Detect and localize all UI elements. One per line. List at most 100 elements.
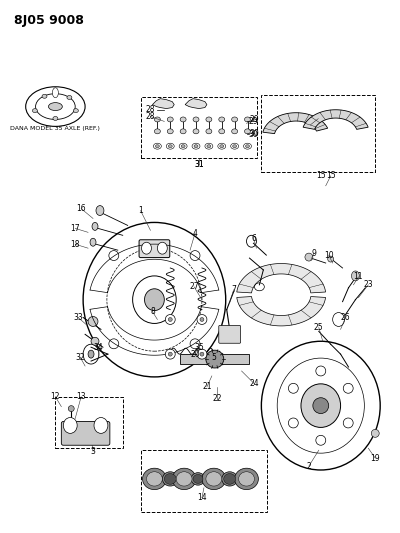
Ellipse shape [165,314,175,325]
Text: 12: 12 [51,392,60,401]
Ellipse shape [343,418,353,428]
Text: 32: 32 [75,353,85,361]
Ellipse shape [200,318,204,321]
Ellipse shape [191,473,205,485]
Bar [140,450,267,512]
Text: 15: 15 [316,172,326,180]
Ellipse shape [238,472,254,486]
Text: 10: 10 [324,251,334,260]
Ellipse shape [220,144,224,148]
Text: 25: 25 [314,323,324,332]
Text: 8J05 9008: 8J05 9008 [14,14,84,27]
Text: 15: 15 [326,172,336,180]
Ellipse shape [52,88,58,98]
Ellipse shape [176,472,192,486]
Ellipse shape [32,109,37,112]
Ellipse shape [154,129,160,134]
Ellipse shape [193,117,199,122]
Ellipse shape [88,350,94,358]
Text: 29: 29 [250,115,259,124]
Ellipse shape [316,435,326,445]
Ellipse shape [96,206,104,215]
Ellipse shape [168,352,172,356]
Ellipse shape [235,468,258,490]
Polygon shape [303,110,368,130]
Ellipse shape [343,383,353,393]
Text: 17: 17 [70,224,80,233]
Ellipse shape [202,468,226,490]
Ellipse shape [167,117,173,122]
Ellipse shape [328,256,334,262]
Text: 14: 14 [197,493,207,502]
Ellipse shape [224,473,236,484]
Ellipse shape [94,417,108,433]
Text: 11: 11 [354,272,363,281]
Polygon shape [263,112,328,134]
Ellipse shape [261,341,380,470]
Ellipse shape [144,289,164,311]
Ellipse shape [180,129,186,134]
Ellipse shape [146,472,162,486]
Ellipse shape [301,384,340,427]
Text: DANA MODEL 35 AXLE (REF.): DANA MODEL 35 AXLE (REF.) [10,126,100,131]
Text: 33: 33 [73,313,83,322]
Ellipse shape [193,474,203,483]
Ellipse shape [167,129,173,134]
Text: 23: 23 [364,280,373,289]
Ellipse shape [172,468,196,490]
Text: 30: 30 [248,130,258,139]
Text: 8: 8 [150,307,155,316]
Ellipse shape [142,468,166,490]
Ellipse shape [352,271,359,281]
Ellipse shape [200,352,204,356]
Ellipse shape [88,317,98,326]
FancyBboxPatch shape [61,422,110,445]
Ellipse shape [197,349,207,359]
Ellipse shape [168,318,172,321]
Text: 7: 7 [231,285,236,294]
Text: 27: 27 [189,282,199,292]
Ellipse shape [206,129,212,134]
Text: 13: 13 [76,392,86,401]
Text: 28: 28 [146,105,155,114]
Ellipse shape [371,430,379,437]
Ellipse shape [305,253,313,261]
Ellipse shape [42,94,47,98]
Ellipse shape [288,383,298,393]
Ellipse shape [180,117,186,122]
Ellipse shape [219,129,225,134]
Text: 5: 5 [211,353,216,361]
Ellipse shape [313,398,329,414]
Ellipse shape [92,222,98,230]
Ellipse shape [181,144,185,148]
Ellipse shape [190,339,200,349]
Ellipse shape [316,366,326,376]
Bar [261,95,375,172]
Ellipse shape [190,251,200,261]
Text: 2: 2 [306,462,311,471]
Text: 24: 24 [250,379,259,389]
Text: 22: 22 [212,394,222,403]
Ellipse shape [288,418,298,428]
Ellipse shape [142,242,152,254]
Ellipse shape [53,117,58,120]
Text: 21: 21 [202,382,212,391]
Text: 20: 20 [190,350,200,359]
Text: 26: 26 [341,313,350,322]
Text: 18: 18 [70,240,80,249]
Text: 30: 30 [250,129,259,138]
Ellipse shape [222,472,238,486]
Ellipse shape [244,117,250,122]
FancyBboxPatch shape [219,326,240,343]
Ellipse shape [207,144,211,148]
Ellipse shape [194,144,198,148]
Ellipse shape [197,314,207,325]
Ellipse shape [67,95,72,100]
Ellipse shape [246,144,250,148]
Ellipse shape [206,472,222,486]
Polygon shape [237,296,326,326]
Ellipse shape [48,103,62,110]
Ellipse shape [233,144,237,148]
Polygon shape [152,99,174,109]
Polygon shape [185,99,207,109]
